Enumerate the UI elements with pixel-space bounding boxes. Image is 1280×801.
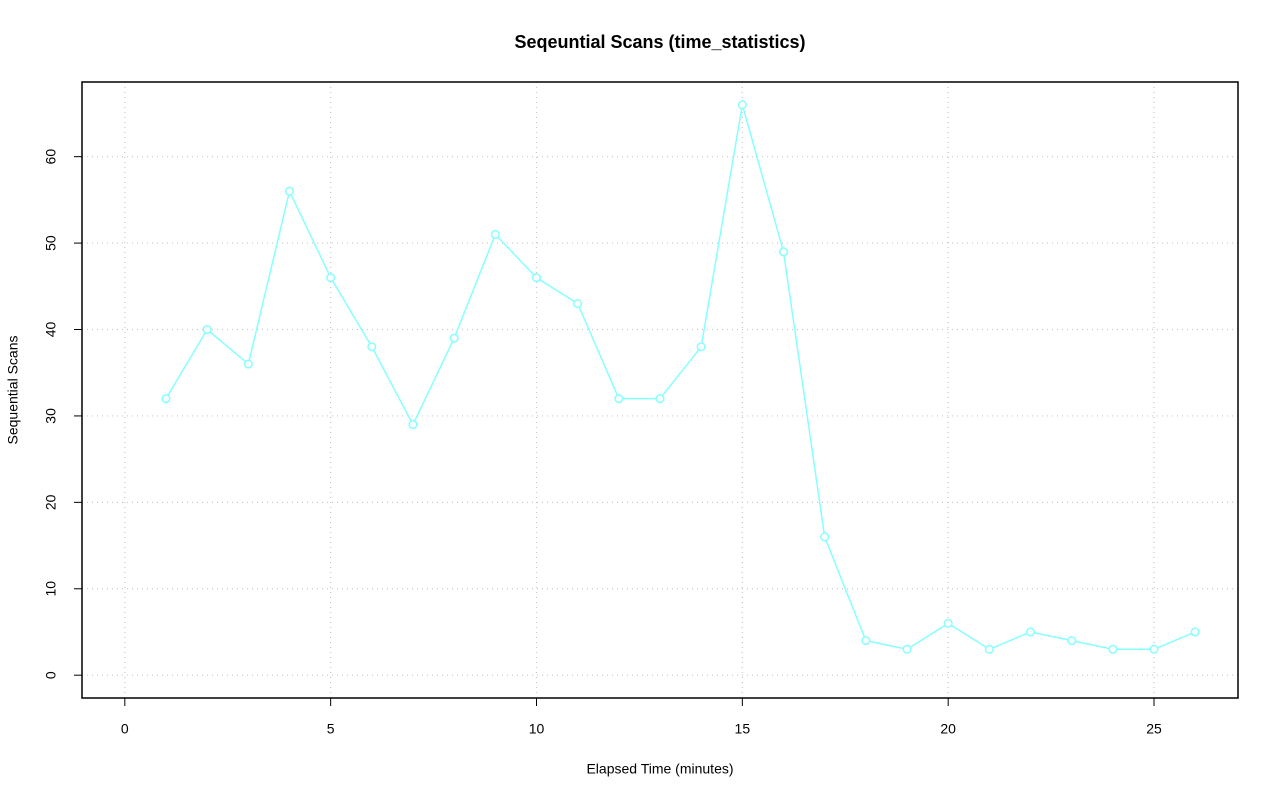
data-point bbox=[902, 644, 912, 654]
data-point bbox=[408, 420, 418, 430]
data-point bbox=[1108, 644, 1118, 654]
y-tick-label: 30 bbox=[43, 408, 59, 424]
data-point bbox=[984, 644, 994, 654]
data-point bbox=[861, 636, 871, 646]
data-point bbox=[161, 394, 171, 404]
data-point bbox=[737, 100, 747, 110]
data-point bbox=[202, 324, 212, 335]
x-tick-label: 15 bbox=[735, 721, 751, 737]
data-point bbox=[243, 359, 253, 369]
y-tick-label: 20 bbox=[43, 494, 59, 510]
x-tick-label: 5 bbox=[327, 721, 335, 737]
y-tick-label: 60 bbox=[43, 149, 59, 165]
data-point bbox=[490, 229, 500, 239]
data-point bbox=[1025, 627, 1036, 637]
data-point bbox=[573, 299, 583, 309]
data-point bbox=[1149, 644, 1159, 654]
data-point bbox=[1067, 636, 1077, 646]
data-point bbox=[820, 532, 830, 542]
data-point bbox=[531, 273, 542, 283]
y-axis-label: Sequential Scans bbox=[5, 336, 21, 445]
y-tick-label: 0 bbox=[43, 671, 59, 679]
y-tick-label: 10 bbox=[43, 581, 59, 597]
data-point bbox=[655, 394, 665, 404]
data-line bbox=[165, 104, 1196, 651]
data-point bbox=[367, 342, 377, 352]
data-point bbox=[449, 333, 459, 343]
y-tick-label: 50 bbox=[43, 235, 59, 251]
x-tick-label: 20 bbox=[940, 721, 956, 737]
data-point bbox=[696, 342, 706, 352]
x-tick-label: 10 bbox=[529, 721, 545, 737]
y-tick-label: 40 bbox=[43, 322, 59, 338]
x-axis-label: Elapsed Time (minutes) bbox=[586, 761, 733, 777]
x-tick-label: 0 bbox=[121, 721, 129, 737]
data-point bbox=[943, 618, 953, 628]
data-point bbox=[614, 394, 624, 404]
data-point bbox=[284, 186, 295, 196]
chart-title: Seqeuntial Scans (time_statistics) bbox=[514, 32, 805, 52]
data-point bbox=[778, 247, 789, 257]
x-tick-label: 25 bbox=[1146, 721, 1162, 737]
data-point bbox=[1190, 627, 1200, 637]
plot-frame bbox=[81, 81, 1239, 699]
data-point bbox=[326, 273, 336, 283]
